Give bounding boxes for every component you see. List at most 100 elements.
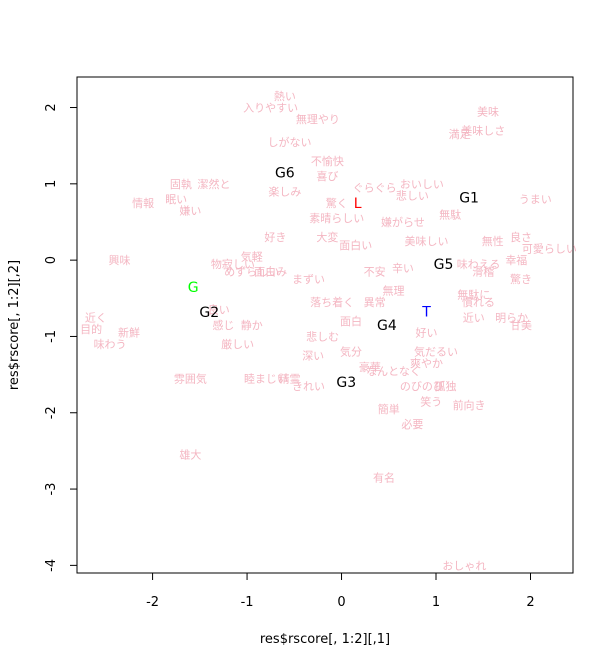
word-point: 精霊 — [279, 372, 301, 385]
word-point: 辛い — [392, 261, 414, 275]
word-point: 豪華 — [359, 360, 381, 374]
word-point: 気分 — [340, 345, 362, 359]
word-point: 異常 — [364, 296, 386, 309]
word-point: 良さ — [510, 230, 532, 244]
word-point: 面白 — [340, 314, 362, 328]
word-point: 楽しみ — [268, 185, 301, 198]
word-point: 驚く — [326, 196, 348, 210]
word-point: 静か — [241, 318, 263, 332]
word-point: 興味 — [109, 254, 131, 267]
word-point: きれい — [292, 380, 325, 393]
word-point: 睦まじい — [244, 372, 288, 385]
cluster-point: G — [188, 280, 199, 296]
x-tick-label: 2 — [526, 595, 534, 610]
word-point: 眠い — [165, 193, 187, 206]
x-tick-label: -1 — [241, 595, 254, 610]
cluster-point: L — [354, 196, 362, 212]
word-point: 固執 — [170, 178, 192, 191]
word-point: 潔然と — [197, 177, 230, 191]
word-point: 大変 — [316, 230, 338, 244]
word-point: 簡単 — [378, 402, 400, 416]
y-tick-label: -3 — [44, 483, 59, 496]
cluster-point: G1 — [459, 191, 479, 207]
word-point: 熱い — [274, 90, 296, 103]
cluster-point: G6 — [275, 165, 295, 181]
word-point: のびのび — [400, 380, 444, 393]
word-point: 雄大 — [179, 448, 201, 462]
word-point: 気だるい — [414, 345, 458, 359]
word-point: 気軽 — [241, 249, 263, 263]
y-axis: -4 -3 -2 -1 0 1 2 — [44, 103, 77, 572]
word-point: 無駄に — [457, 287, 490, 301]
cluster-point: G5 — [434, 257, 454, 273]
cluster-point: G3 — [336, 375, 356, 391]
x-tick-label: 0 — [337, 595, 345, 610]
y-tick-label: -1 — [44, 330, 59, 343]
word-point: 感じ — [212, 319, 234, 332]
word-point: 美味しさ — [461, 124, 505, 137]
word-point: 面白い — [339, 238, 372, 252]
word-point: 新鮮 — [118, 326, 140, 340]
word-point: 必要 — [401, 418, 423, 431]
word-point: 有名 — [373, 471, 395, 485]
word-point: 好い — [416, 326, 438, 340]
y-tick-label: -4 — [44, 559, 59, 572]
word-point: 雰囲気 — [174, 371, 207, 385]
cluster-point: T — [421, 304, 431, 320]
word-point: 味わえる — [457, 258, 501, 271]
word-point: 無性 — [482, 234, 504, 248]
y-tick-label: -2 — [44, 406, 59, 419]
word-point: 孤独 — [434, 380, 456, 393]
word-point: ぐらぐら — [353, 182, 397, 195]
word-point: 滑稽 — [472, 265, 494, 279]
word-point: おいしい — [400, 178, 444, 191]
word-point: 無駄 — [439, 207, 461, 221]
word-point: 悲しむ — [306, 329, 339, 343]
word-point: 近く — [85, 311, 107, 324]
y-axis-label: res$rscore[, 1:2][,2] — [7, 260, 22, 390]
word-point: 近い — [463, 311, 485, 324]
x-axis: -2 -1 0 1 2 — [146, 573, 535, 610]
cluster-point: G4 — [377, 318, 397, 334]
x-tick-label: -2 — [146, 595, 159, 610]
word-point: なんとなく — [366, 365, 421, 378]
word-point: 美味 — [477, 105, 499, 118]
cluster-point: G2 — [199, 305, 219, 321]
word-point: 良い — [208, 303, 230, 317]
word-point: 可愛らしい — [522, 243, 577, 256]
word-point: 甘美 — [510, 319, 532, 332]
x-axis-label: res$rscore[, 1:2][,1] — [260, 632, 390, 647]
word-point: 嫌がらせ — [381, 215, 425, 229]
word-point: まずい — [292, 273, 325, 286]
word-point: 味わう — [94, 338, 127, 351]
word-point: 爽やか — [410, 357, 443, 370]
word-point: 美味しい — [405, 235, 449, 248]
word-point: 目的 — [80, 322, 102, 336]
word-point: めずらしい — [224, 266, 279, 279]
word-point: おしゃれ — [442, 559, 486, 572]
word-point: しがない — [268, 135, 312, 149]
word-point: 明らか — [495, 311, 528, 324]
word-point: 入りやすい — [243, 102, 298, 115]
word-point: 喜び — [316, 170, 338, 183]
word-point: 驚き — [510, 272, 532, 286]
y-tick-label: 0 — [44, 256, 59, 264]
cluster-points: G1 G2 G3 G4 G5 G6 L T G — [188, 165, 479, 391]
word-point: 不安 — [364, 265, 386, 279]
word-point: 落ち着く — [310, 295, 354, 309]
word-point: 無理やり — [296, 112, 340, 126]
word-point: 幸福 — [505, 253, 527, 267]
word-point: 物寂しい — [211, 257, 255, 271]
word-point: 不愉快 — [311, 154, 344, 168]
word-point: 厳しい — [221, 337, 254, 351]
word-point: 素晴らしい — [309, 212, 364, 225]
word-point: 満足 — [449, 128, 471, 141]
plot-frame — [76, 76, 574, 574]
word-point: 悲しい — [396, 188, 429, 202]
word-point: 笑う — [420, 394, 442, 408]
x-tick-label: 1 — [432, 595, 440, 610]
word-point: 嫌い — [179, 204, 201, 218]
word-point: 情報 — [132, 197, 154, 210]
